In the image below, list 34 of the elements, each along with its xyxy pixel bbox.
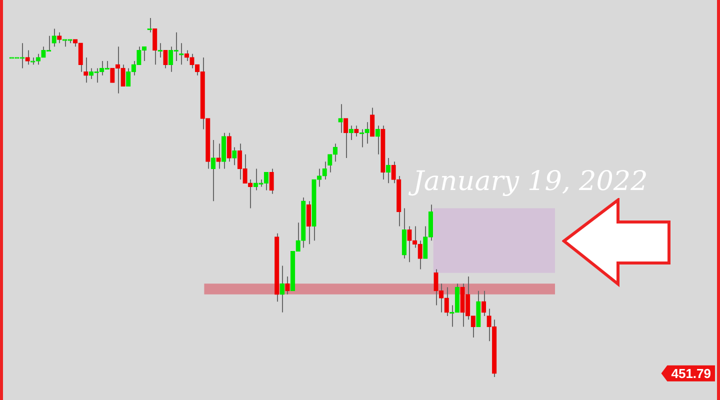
candlestick [407,226,412,263]
candlestick [322,161,327,180]
candlestick [57,32,62,44]
candlestick [184,50,190,62]
candlestick [370,107,375,137]
candlestick [52,28,56,48]
candlestick [36,53,41,66]
candlestick [444,286,449,316]
candlestick [348,125,354,141]
candlestick [152,28,158,66]
candlestick [280,265,285,313]
candlestick [386,157,391,184]
candlestick [332,143,338,162]
candlestick [25,50,30,66]
text: 451.79 [671,366,712,382]
candlestick [328,154,332,173]
candlestick [306,200,312,245]
candlestick [316,168,322,188]
candlestick [375,125,380,155]
candlestick [210,140,216,202]
candlestick [269,168,274,194]
candlestick [78,42,83,72]
candlestick [232,146,237,166]
candlestick [338,104,343,134]
candlestick [481,290,486,316]
candlestick [391,161,396,184]
candlestick [163,50,168,69]
candlestick [84,56,88,84]
candlestick [285,276,290,295]
candlestick [226,132,232,162]
candlestick [354,125,359,137]
candlestick [423,226,428,260]
candlestick [216,143,221,170]
candlestick [470,315,476,338]
